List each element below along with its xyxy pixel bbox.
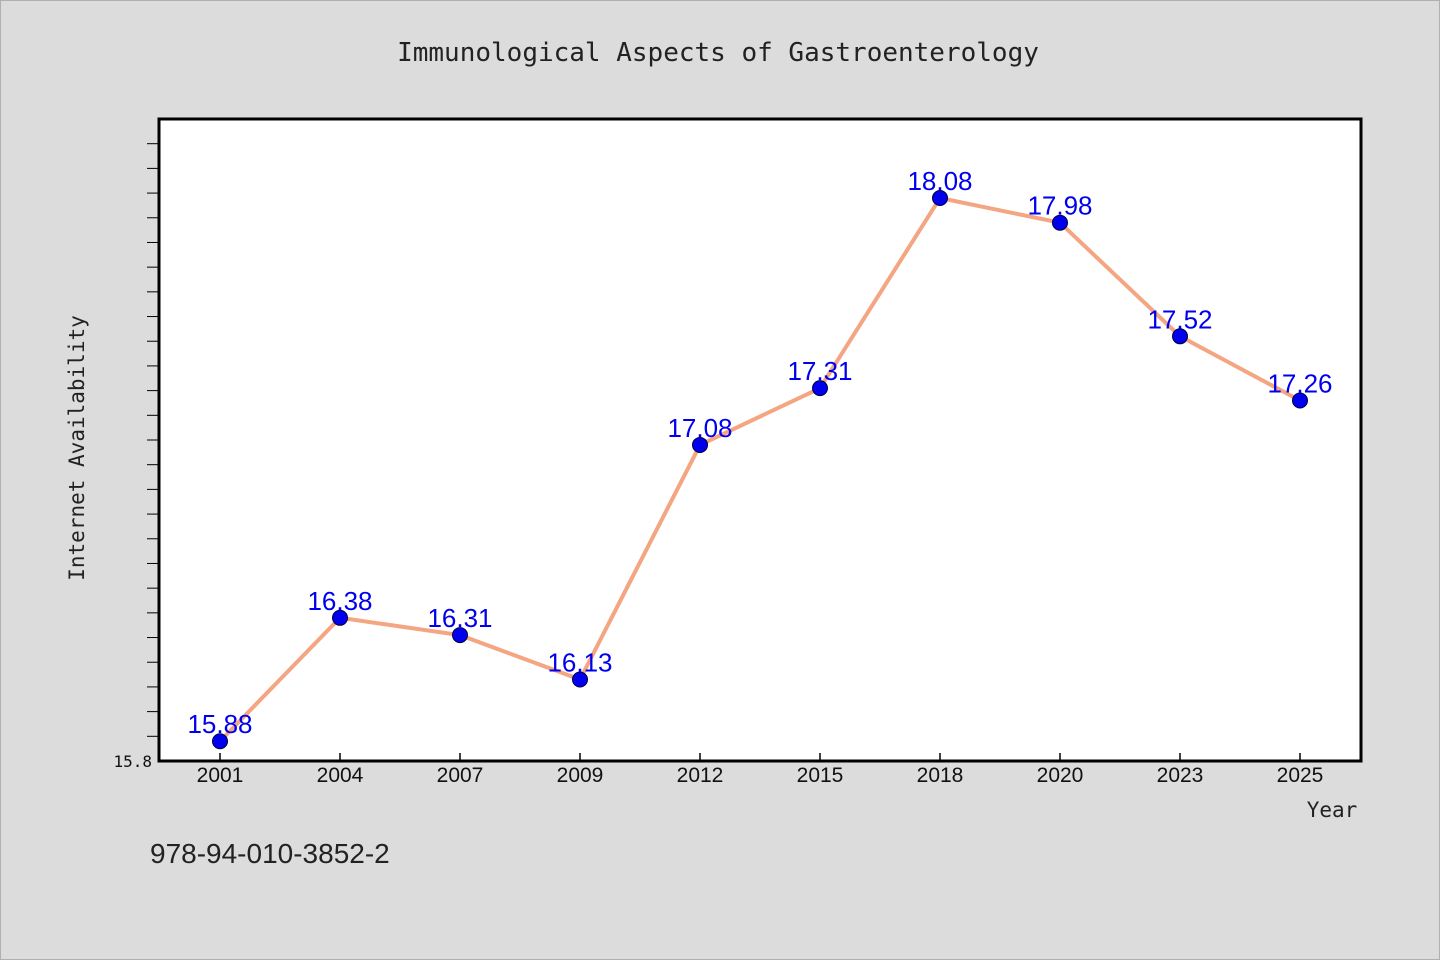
x-axis-ticks	[219, 753, 1301, 761]
x-tick-label: 2023	[1157, 764, 1204, 787]
x-tick-label: 2001	[197, 764, 244, 787]
x-tick-label: 2015	[797, 764, 844, 787]
data-label: 17.26	[1267, 368, 1332, 398]
data-point	[692, 436, 708, 453]
data-label: 16.38	[307, 586, 372, 616]
data-point	[1172, 328, 1188, 345]
series-markers	[212, 190, 1308, 750]
y-tick-label: 15.8	[113, 752, 152, 771]
data-label: 16.31	[427, 603, 492, 633]
data-label: 17.52	[1147, 304, 1212, 334]
plot-area	[157, 117, 1363, 763]
data-point	[572, 671, 588, 688]
data-label: 17.98	[1027, 191, 1092, 221]
y-axis-ticks	[147, 143, 159, 737]
x-tick-label: 2018	[917, 764, 964, 787]
data-point	[1292, 392, 1308, 409]
x-tick-label: 2009	[557, 764, 604, 787]
data-point	[332, 609, 348, 626]
x-tick-label: 2007	[437, 764, 484, 787]
data-point	[212, 733, 228, 750]
footer-code: 978-94-010-3852-2	[150, 838, 390, 869]
data-label: 17.08	[667, 413, 732, 443]
data-label: 16.13	[547, 648, 612, 678]
x-tick-label: 2004	[317, 764, 364, 787]
data-point	[452, 627, 468, 644]
x-tick-label: 2012	[677, 764, 724, 787]
x-axis-label: Year	[1307, 798, 1358, 822]
data-label: 17.31	[787, 356, 852, 386]
chart-title: Immunological Aspects of Gastroenterolog…	[397, 38, 1039, 68]
data-labels: 15.88 16.38 16.31 16.13 17.08 17.31 18.08 17.98…	[187, 166, 1332, 739]
x-axis-tick-labels: 2001 2004 2007 2009 2012 2015 2018 2020 2023 2025	[197, 764, 1324, 787]
y-axis-label: Internet Availability	[65, 315, 89, 581]
x-tick-label: 2025	[1277, 764, 1324, 787]
x-tick-label: 2020	[1037, 764, 1084, 787]
data-label: 15.88	[187, 709, 252, 739]
data-point	[1052, 214, 1068, 231]
data-point	[812, 380, 828, 397]
data-point	[932, 190, 948, 207]
series-line	[218, 196, 1302, 744]
data-label: 18.08	[907, 166, 972, 196]
